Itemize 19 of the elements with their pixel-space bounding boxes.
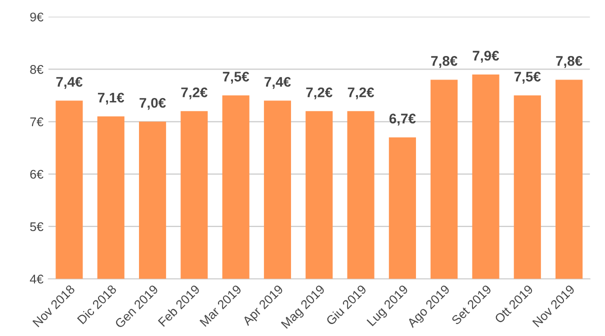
y-tick-label: 8€ [30,65,44,74]
y-tick-label: 6€ [30,170,44,179]
data-label: 7,4€ [264,76,291,89]
data-label: 7,9€ [472,50,500,63]
data-label: 7,5€ [222,72,250,84]
data-label: 7,2€ [348,87,374,100]
data-label: 7,0€ [140,98,166,110]
data-label: 6,7€ [389,114,416,126]
data-label: 7,4€ [56,76,82,89]
data-label: 7,2€ [306,87,332,100]
y-tick-label: 5€ [30,222,44,232]
y-tick-label: 9€ [30,12,44,22]
y-tick-label: 4€ [30,274,44,284]
data-label: 7,5€ [514,72,541,84]
data-label: 7,2€ [181,87,208,100]
data-label: 7,8€ [556,56,582,68]
y-tick-label: 7€ [30,117,44,126]
data-label: 7,8€ [431,56,458,68]
data-label: 7,1€ [98,92,124,105]
